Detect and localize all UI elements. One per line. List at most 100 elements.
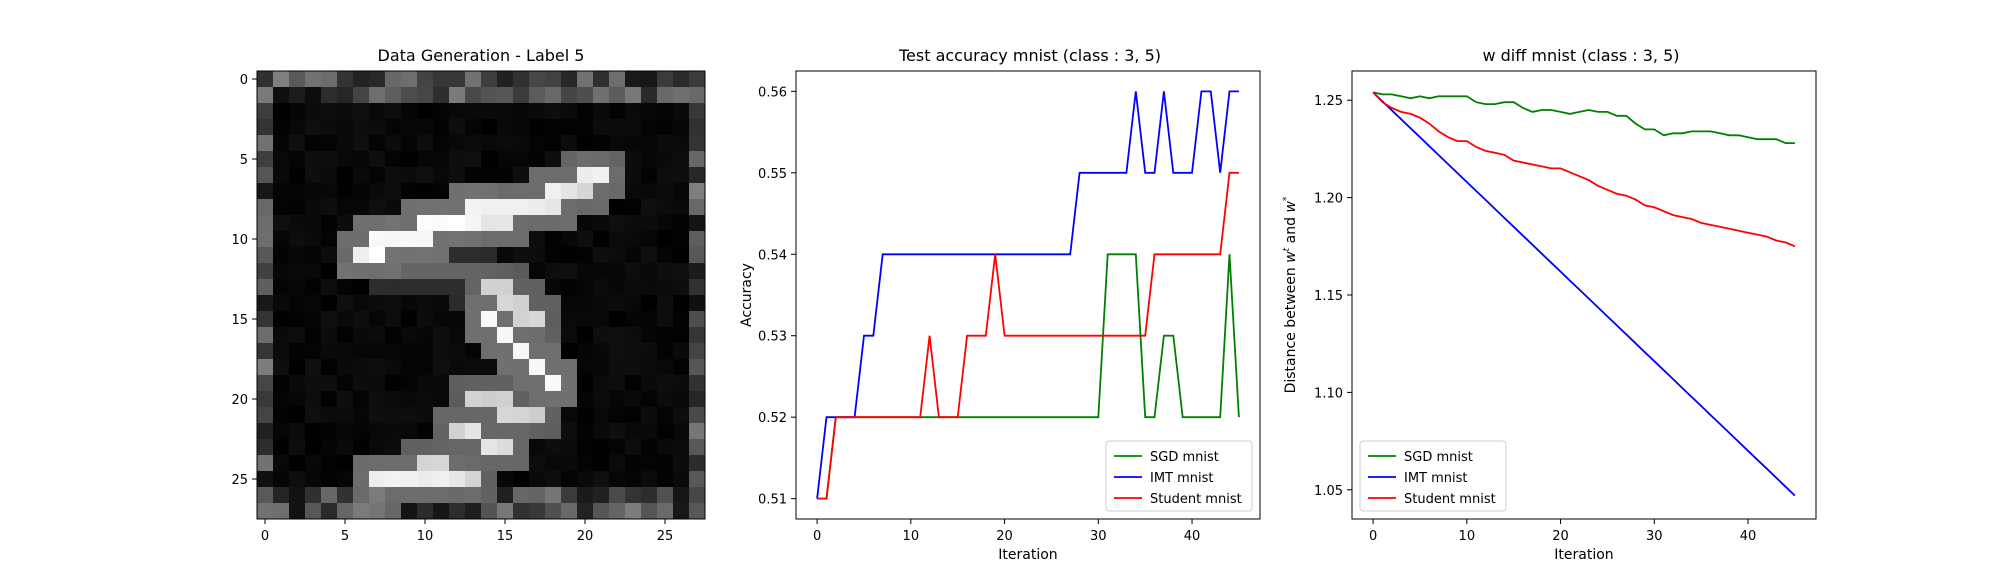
- pixel: [641, 407, 658, 424]
- pixel: [481, 183, 498, 200]
- pixel: [497, 119, 514, 136]
- pixel: [673, 215, 690, 232]
- pixel: [337, 471, 354, 488]
- pixel: [289, 471, 306, 488]
- pixel: [545, 311, 562, 328]
- pixel: [673, 247, 690, 264]
- pixel: [417, 263, 434, 280]
- pixel: [545, 167, 562, 184]
- pixel: [673, 375, 690, 392]
- pixel: [593, 263, 610, 280]
- pixel: [417, 391, 434, 408]
- pixel: [497, 167, 514, 184]
- y-tick-label: 10: [231, 233, 248, 248]
- pixel: [305, 151, 322, 168]
- pixel: [305, 87, 322, 104]
- pixel: [593, 87, 610, 104]
- pixel: [609, 151, 626, 168]
- pixel: [497, 135, 514, 152]
- pixel: [385, 279, 402, 296]
- pixel: [577, 87, 594, 104]
- pixel: [273, 359, 290, 376]
- pixel: [353, 471, 370, 488]
- pixel: [545, 455, 562, 472]
- pixel: [449, 231, 466, 248]
- pixel: [433, 263, 450, 280]
- pixel: [257, 215, 274, 232]
- pixel: [497, 183, 514, 200]
- pixel: [625, 71, 642, 88]
- pixel: [369, 119, 386, 136]
- pixel: [273, 487, 290, 504]
- pixel: [561, 407, 578, 424]
- pixel: [497, 199, 514, 216]
- y-tick-label: 1.25: [1314, 94, 1343, 109]
- pixel: [529, 311, 546, 328]
- x-tick-label: 20: [577, 529, 594, 544]
- y-tick-label: 15: [231, 313, 248, 328]
- pixel: [273, 471, 290, 488]
- pixel: [513, 487, 530, 504]
- pixel: [481, 359, 498, 376]
- pixel: [417, 87, 434, 104]
- pixel: [625, 471, 642, 488]
- pixel: [449, 279, 466, 296]
- pixel: [465, 359, 482, 376]
- pixel: [449, 247, 466, 264]
- pixel: [577, 327, 594, 344]
- y-tick-label: 0.53: [758, 330, 787, 345]
- x-tick-label: 30: [1090, 529, 1107, 544]
- pixel: [529, 471, 546, 488]
- pixel: [689, 327, 706, 344]
- pixel: [433, 311, 450, 328]
- pixel: [545, 503, 562, 520]
- pixel: [481, 439, 498, 456]
- pixel: [673, 263, 690, 280]
- pixel: [433, 423, 450, 440]
- pixel: [449, 359, 466, 376]
- pixel: [465, 391, 482, 408]
- pixel: [305, 167, 322, 184]
- pixel: [273, 215, 290, 232]
- pixel: [641, 343, 658, 360]
- pixel: [401, 87, 418, 104]
- pixel: [257, 311, 274, 328]
- pixel: [497, 279, 514, 296]
- pixel: [529, 407, 546, 424]
- pixel: [673, 135, 690, 152]
- pixel: [257, 327, 274, 344]
- pixel: [529, 215, 546, 232]
- pixel: [369, 183, 386, 200]
- pixel: [561, 279, 578, 296]
- pixel: [337, 407, 354, 424]
- pixel: [321, 103, 338, 120]
- pixel: [449, 327, 466, 344]
- pixel: [657, 503, 674, 520]
- pixel: [481, 135, 498, 152]
- pixel: [689, 263, 706, 280]
- pixel: [257, 135, 274, 152]
- pixel: [305, 71, 322, 88]
- pixel: [481, 71, 498, 88]
- y-tick-label: 0.54: [758, 248, 787, 263]
- pixel: [433, 343, 450, 360]
- wdiff-ylabel-prefix: Distance between: [1283, 263, 1299, 394]
- pixel: [417, 327, 434, 344]
- pixel: [481, 151, 498, 168]
- pixel: [593, 119, 610, 136]
- pixel: [577, 199, 594, 216]
- pixel: [561, 151, 578, 168]
- pixel: [577, 279, 594, 296]
- pixel: [625, 87, 642, 104]
- pixel: [513, 375, 530, 392]
- x-tick-label: 25: [657, 529, 674, 544]
- pixel: [337, 375, 354, 392]
- pixel: [449, 263, 466, 280]
- pixel: [545, 135, 562, 152]
- accuracy-legend: SGD mnist IMT mnist Student mnist: [1105, 440, 1253, 512]
- pixel: [433, 231, 450, 248]
- pixel: [337, 423, 354, 440]
- pixel: [513, 439, 530, 456]
- pixel: [465, 327, 482, 344]
- pixel: [321, 135, 338, 152]
